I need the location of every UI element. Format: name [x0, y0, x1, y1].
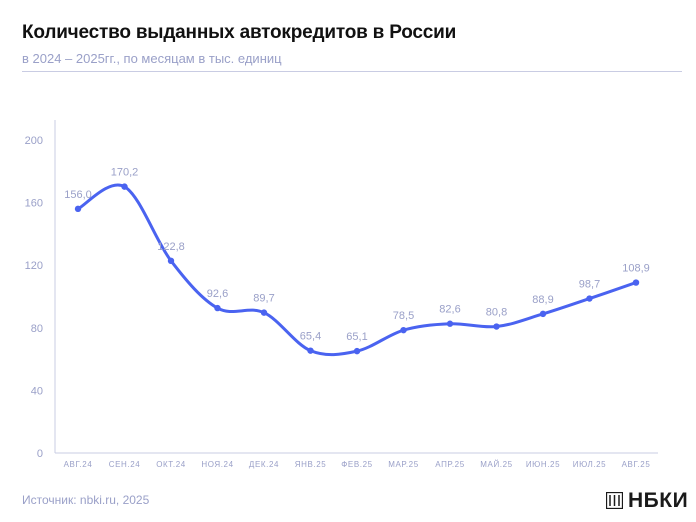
x-tick-label: МАЙ.25	[480, 460, 512, 469]
data-label: 156,0	[64, 189, 92, 201]
series-line	[76, 183, 638, 357]
data-point	[632, 279, 640, 286]
data-label: 65,1	[346, 331, 367, 343]
data-point	[493, 323, 500, 330]
nbki-logo: НБКИ	[606, 488, 688, 512]
y-tick-label: 120	[25, 260, 43, 272]
data-point	[167, 257, 175, 265]
data-point	[586, 295, 593, 302]
data-label: 98,7	[579, 279, 600, 291]
x-tick-label: МАР.25	[388, 460, 419, 469]
data-point	[446, 320, 454, 327]
y-tick-label: 200	[25, 135, 43, 147]
source-note: Источник: nbki.ru, 2025	[22, 493, 150, 507]
data-label: 65,4	[300, 331, 321, 343]
data-point	[400, 326, 407, 334]
data-label: 170,2	[111, 167, 139, 179]
data-point	[121, 183, 128, 190]
data-label: 88,9	[532, 294, 553, 306]
y-tick-label: 40	[31, 385, 43, 397]
logo-mark-icon	[606, 491, 623, 509]
data-point	[214, 304, 221, 312]
y-tick-label: 160	[25, 198, 43, 210]
data-point	[260, 309, 268, 316]
data-label: 108,9	[622, 263, 650, 275]
data-point	[307, 347, 314, 354]
data-point	[539, 310, 547, 318]
logo-text: НБКИ	[628, 488, 689, 512]
data-label: 80,8	[486, 307, 507, 319]
data-point	[74, 205, 82, 213]
data-label: 89,7	[253, 293, 274, 305]
x-tick-label: ИЮН.25	[526, 460, 560, 469]
x-tick-label: АПР.25	[435, 460, 465, 469]
data-label: 78,5	[393, 310, 414, 322]
x-tick-label: ИЮЛ.25	[573, 460, 606, 469]
x-tick-label: ЯНВ.25	[295, 460, 327, 469]
x-tick-label: АВГ.25	[622, 460, 651, 469]
x-tick-label: ДЕК.24	[249, 460, 279, 469]
data-point	[353, 347, 361, 355]
header-divider	[22, 71, 682, 72]
x-tick-label: НОЯ.24	[201, 460, 233, 469]
y-tick-label: 0	[37, 448, 43, 460]
chart-subtitle: в 2024 – 2025гг., по месяцам в тыс. един…	[22, 51, 282, 66]
y-tick-label: 80	[31, 323, 43, 335]
x-tick-label: СЕН.24	[109, 460, 141, 469]
chart-title: Количество выданных автокредитов в Росси…	[22, 22, 457, 43]
x-tick-label: АВГ.24	[64, 460, 93, 469]
x-tick-label: ОКТ.24	[156, 460, 186, 469]
data-label: 82,6	[439, 304, 460, 316]
x-tick-label: ФЕВ.25	[341, 460, 372, 469]
data-label: 92,6	[207, 288, 228, 300]
data-label: 122,8	[157, 241, 185, 253]
